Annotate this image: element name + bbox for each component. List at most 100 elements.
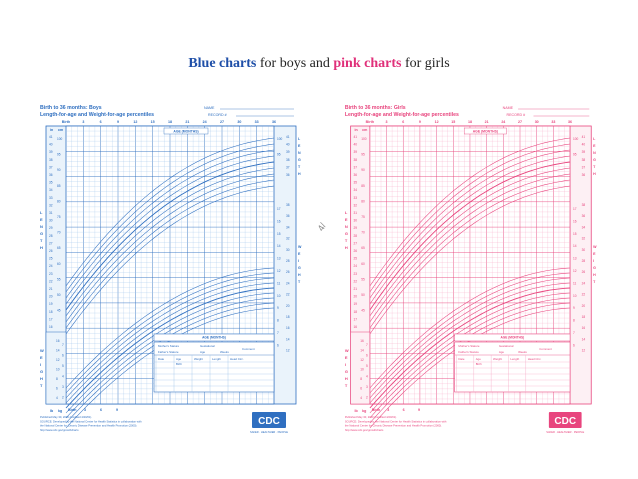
- right-length-in-tick: 36: [582, 173, 586, 177]
- weight-lb-tick: 16: [56, 339, 60, 343]
- length-in-tick: 29: [49, 226, 53, 230]
- right-weight-lb-tick: 24: [286, 281, 290, 285]
- weight-percentile-curve: [65, 287, 275, 409]
- length-percentile-curve: [65, 161, 275, 311]
- right-weight-letter: G: [593, 266, 596, 270]
- age-tick-top: 6: [100, 120, 102, 124]
- length-in-tick: 30: [49, 219, 53, 223]
- length-in-tick: 21: [354, 287, 358, 291]
- length-cm-tick: 70: [57, 231, 61, 235]
- weight-percentile-curve: [65, 292, 275, 414]
- length-cm-tick: 95: [361, 153, 365, 157]
- age-tick-top: 33: [255, 120, 259, 124]
- cm-label: cm: [58, 128, 63, 132]
- cdc-logo-sub: SAFER · HEALTHIER · PEOPLE: [546, 430, 584, 434]
- right-length-cm-tick: 95: [277, 153, 281, 157]
- length-cm-tick: 100: [57, 137, 63, 141]
- right-weight-lb-tick: 32: [286, 237, 290, 241]
- age-tick-top: 36: [568, 120, 572, 124]
- footer-line: http://www.cdc.gov/growthcharts: [40, 428, 79, 432]
- age-tick-top: 27: [518, 120, 522, 124]
- table-header-text: Age: [499, 350, 505, 354]
- age-banner-top-label: AGE (MONTHS): [473, 130, 498, 134]
- right-length-in-tick: 37: [286, 165, 290, 169]
- age-tick-top: 21: [485, 120, 489, 124]
- length-in-tick: 38: [49, 158, 53, 162]
- table-col-label: Head Circ.: [230, 357, 244, 361]
- length-percentile-curve: [65, 149, 275, 299]
- right-weight-kg-tick: 10: [573, 294, 577, 298]
- weight-kg-tick: 3: [62, 385, 64, 389]
- right-weight-lb-tick: 26: [582, 270, 586, 274]
- right-weight-kg-tick: 14: [573, 244, 577, 248]
- footer-line: SOURCE: Developed by the National Center…: [40, 419, 142, 423]
- table-col-label: Weight: [493, 357, 502, 361]
- age-banner-top: [163, 127, 209, 135]
- length-in-tick: 17: [49, 317, 53, 321]
- table-col-label: Date: [158, 357, 164, 361]
- right-weight-lb-tick: 34: [582, 225, 586, 229]
- right-weight-letter: W: [298, 245, 302, 249]
- length-in-tick: 24: [49, 264, 53, 268]
- weight-letter: I: [40, 362, 41, 367]
- weight-percentile-curve: [369, 287, 571, 409]
- right-weight-lb-tick: 14: [286, 337, 290, 341]
- length-in-tick: 39: [354, 150, 358, 154]
- right-weight-letter: G: [298, 266, 301, 270]
- right-weight-letter: I: [298, 259, 299, 263]
- length-in-tick: 28: [49, 234, 53, 238]
- right-weight-lb-tick: 18: [286, 315, 290, 319]
- age-tick-top: 24: [501, 120, 505, 124]
- right-length-in-tick: 40: [582, 143, 586, 147]
- caption-end-text: for girls: [401, 56, 450, 71]
- right-weight-letter: H: [593, 273, 596, 277]
- length-percentile-curve: [369, 137, 571, 287]
- length-in-tick: 31: [354, 211, 358, 215]
- length-percentile-curve: [369, 143, 571, 293]
- weight-lb-tick: 8: [56, 377, 58, 381]
- length-cm-tick: 85: [361, 184, 365, 188]
- length-letter: E: [345, 217, 348, 222]
- cdc-logo-sub: SAFER · HEALTHIER · PEOPLE: [250, 430, 288, 434]
- right-length-letter: E: [298, 144, 301, 148]
- length-letter: G: [345, 231, 348, 236]
- length-cm-tick: 45: [57, 309, 61, 313]
- length-percentile-curve: [65, 179, 275, 329]
- name-label: NAME: [204, 106, 215, 110]
- right-weight-kg-tick: 17: [277, 207, 281, 211]
- kg-label: kg: [362, 409, 366, 413]
- weight-lb-tick: 10: [360, 368, 364, 372]
- length-cm-tick: 90: [361, 168, 365, 172]
- length-in-tick: 19: [354, 302, 358, 306]
- age-tick-top: 33: [551, 120, 555, 124]
- weight-percentile-curve: [369, 297, 571, 419]
- right-weight-letter: E: [298, 252, 301, 256]
- table-col-label: Age: [476, 357, 482, 361]
- length-in-tick: 36: [49, 173, 53, 177]
- right-length-letter: E: [593, 144, 596, 148]
- right-weight-kg-tick: 8: [573, 319, 575, 323]
- age-tick-top: 6: [402, 120, 404, 124]
- right-weight-letter: E: [593, 252, 596, 256]
- length-cm-tick: 55: [57, 277, 61, 281]
- weight-letter: E: [345, 355, 348, 360]
- length-in-tick: 26: [354, 249, 358, 253]
- right-weight-lb-tick: 20: [286, 304, 290, 308]
- right-weight-kg-tick: 11: [573, 281, 577, 285]
- table-header-text: Weeks: [220, 350, 229, 354]
- weight-lb-tick: 4: [56, 396, 58, 400]
- right-weight-kg-tick: 16: [277, 219, 281, 223]
- length-cm-tick: 80: [57, 199, 61, 203]
- age-tick-top: Birth: [62, 120, 70, 124]
- footer-line: Published May 30, 2000 (modified 4/20/01…: [345, 415, 397, 419]
- age-tick-bottom: 3: [84, 408, 86, 412]
- table-header-text: Comment: [242, 347, 255, 351]
- cdc-logo-text: CDC: [554, 416, 576, 427]
- girls-chart-svg: Birth to 36 months: GirlsLength-for-age …: [345, 105, 597, 434]
- right-length-letter: H: [298, 172, 301, 176]
- right-length-letter: L: [298, 137, 301, 141]
- age-tick-bottom: 9: [116, 408, 118, 412]
- age-banner-top: [463, 127, 507, 135]
- right-weight-lb-tick: 26: [286, 270, 290, 274]
